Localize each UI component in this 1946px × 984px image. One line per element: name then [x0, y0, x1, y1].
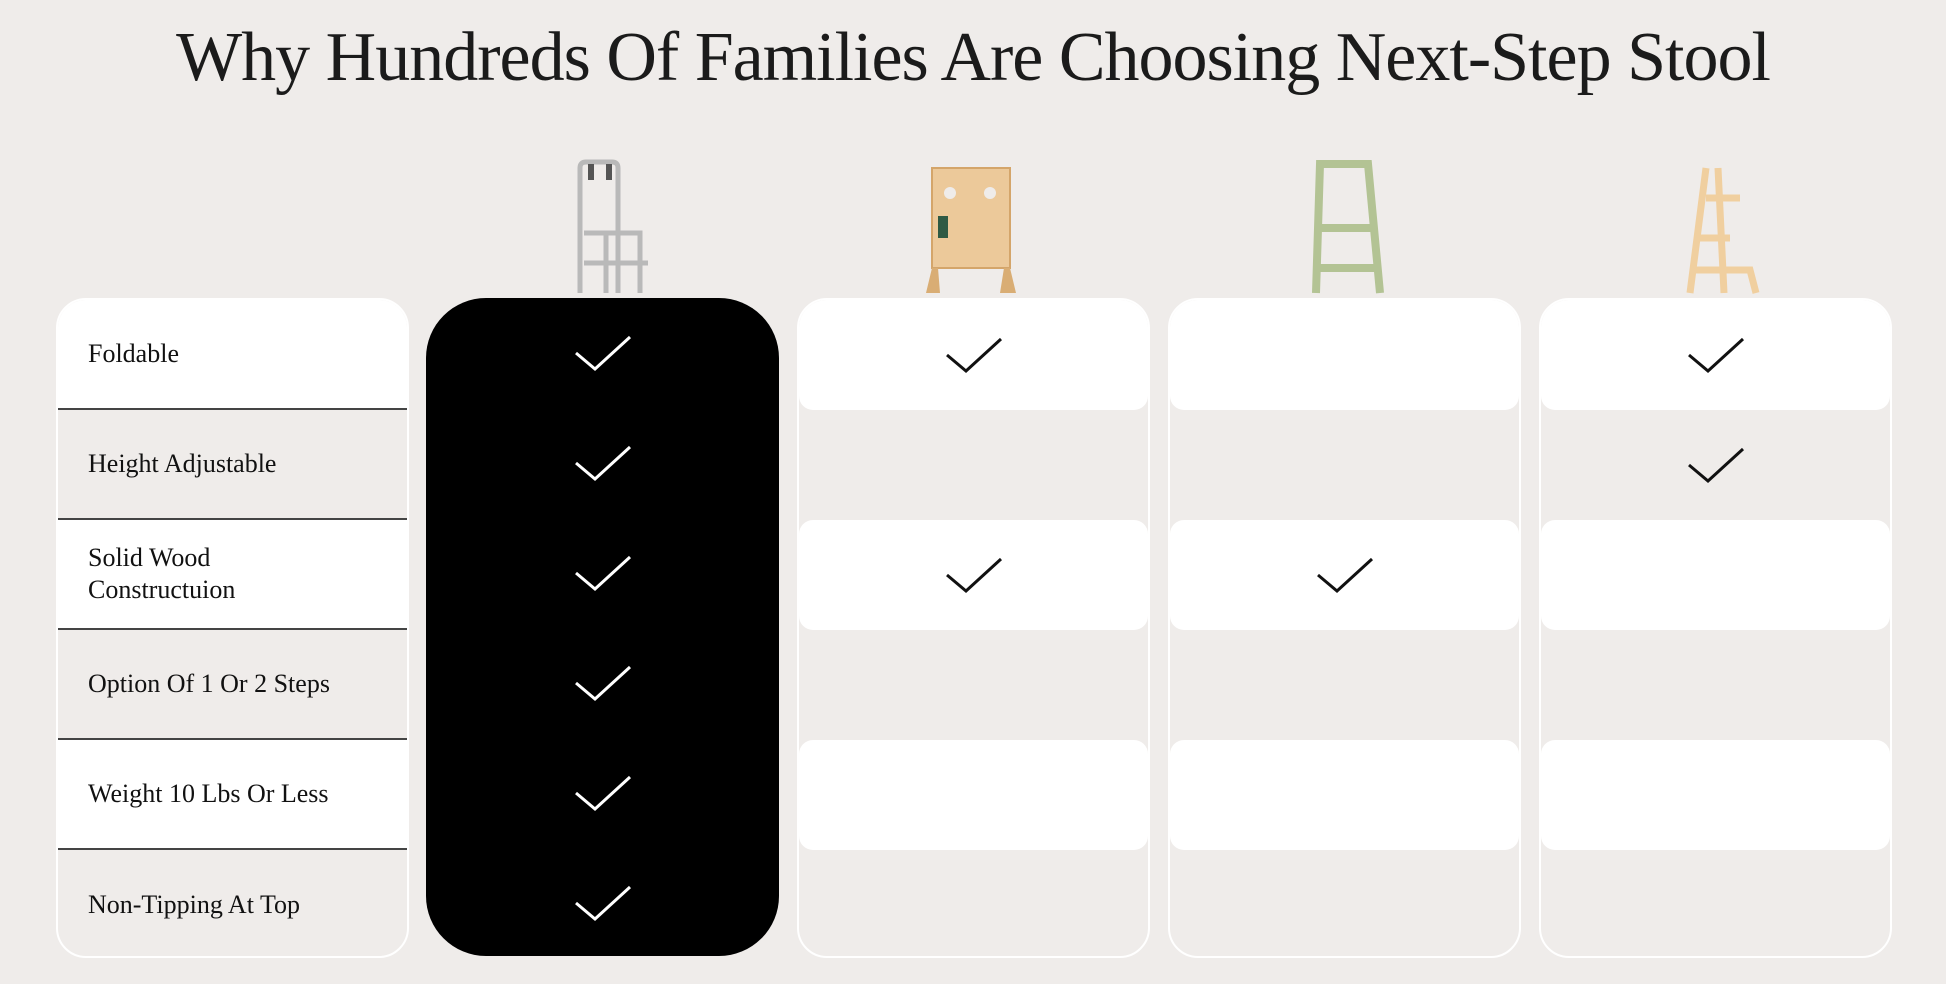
check-icon: [1316, 557, 1373, 593]
check-icon: [1687, 447, 1744, 483]
feature-cell: [1170, 520, 1519, 630]
feature-row-steps: Option Of 1 Or 2 Steps: [58, 630, 407, 740]
product-image-grey-stool: [577, 159, 648, 293]
feature-label: Weight 10 Lbs Or Less: [88, 779, 329, 808]
product-image-wood-tower: [926, 167, 1016, 293]
feature-label: Foldable: [88, 339, 179, 368]
check-icon: [574, 445, 631, 481]
check-icon: [945, 557, 1002, 593]
feature-cell: [799, 630, 1148, 740]
product-column-green-tower: [1168, 298, 1521, 958]
product-column-next-step: [426, 298, 779, 956]
feature-cell: [799, 520, 1148, 630]
feature-label: Option Of 1 Or 2 Steps: [88, 669, 330, 698]
feature-row-weight: Weight 10 Lbs Or Less: [58, 740, 407, 850]
feature-cell: [426, 738, 779, 848]
product-column-wood-ladder: [1539, 298, 1892, 958]
product-image-green-tower: [1312, 160, 1384, 294]
feature-cell: [426, 408, 779, 518]
feature-row-solid-wood: Solid Wood Constructuion: [58, 520, 407, 630]
feature-cell: [1541, 520, 1890, 630]
feature-cell: [1170, 740, 1519, 850]
check-icon: [574, 335, 631, 371]
feature-cell: [1541, 630, 1890, 740]
feature-label: Solid Wood Constructuion: [88, 543, 236, 604]
check-icon: [574, 665, 631, 701]
check-icon: [574, 775, 631, 811]
feature-label: Non-Tipping At Top: [88, 890, 301, 919]
feature-cell: [1541, 740, 1890, 850]
check-icon: [574, 555, 631, 591]
feature-cell: [799, 300, 1148, 410]
feature-cell: [426, 518, 779, 628]
feature-cell: [799, 410, 1148, 520]
feature-cell: [799, 850, 1148, 956]
feature-cell: [1541, 850, 1890, 956]
feature-cell: [1541, 410, 1890, 520]
feature-cell: [426, 298, 779, 408]
check-icon: [945, 337, 1002, 373]
feature-cell: [1170, 300, 1519, 410]
check-icon: [574, 885, 631, 921]
feature-cell: [799, 740, 1148, 850]
feature-cell: [1170, 850, 1519, 956]
product-image-wood-ladder: [1686, 167, 1760, 294]
feature-labels-column: Foldable Height Adjustable Solid Wood Co…: [56, 298, 409, 958]
feature-cell: [426, 628, 779, 738]
feature-row-foldable: Foldable: [58, 300, 407, 410]
page-title: Why Hundreds Of Families Are Choosing Ne…: [176, 19, 1771, 96]
check-icon: [1687, 337, 1744, 373]
feature-cell: [426, 848, 779, 956]
feature-row-non-tipping: Non-Tipping At Top: [58, 850, 407, 956]
product-column-wood-tower: [797, 298, 1150, 958]
feature-cell: [1541, 300, 1890, 410]
feature-label: Height Adjustable: [88, 449, 277, 478]
feature-cell: [1170, 630, 1519, 740]
feature-row-height-adjustable: Height Adjustable: [58, 410, 407, 520]
feature-cell: [1170, 410, 1519, 520]
